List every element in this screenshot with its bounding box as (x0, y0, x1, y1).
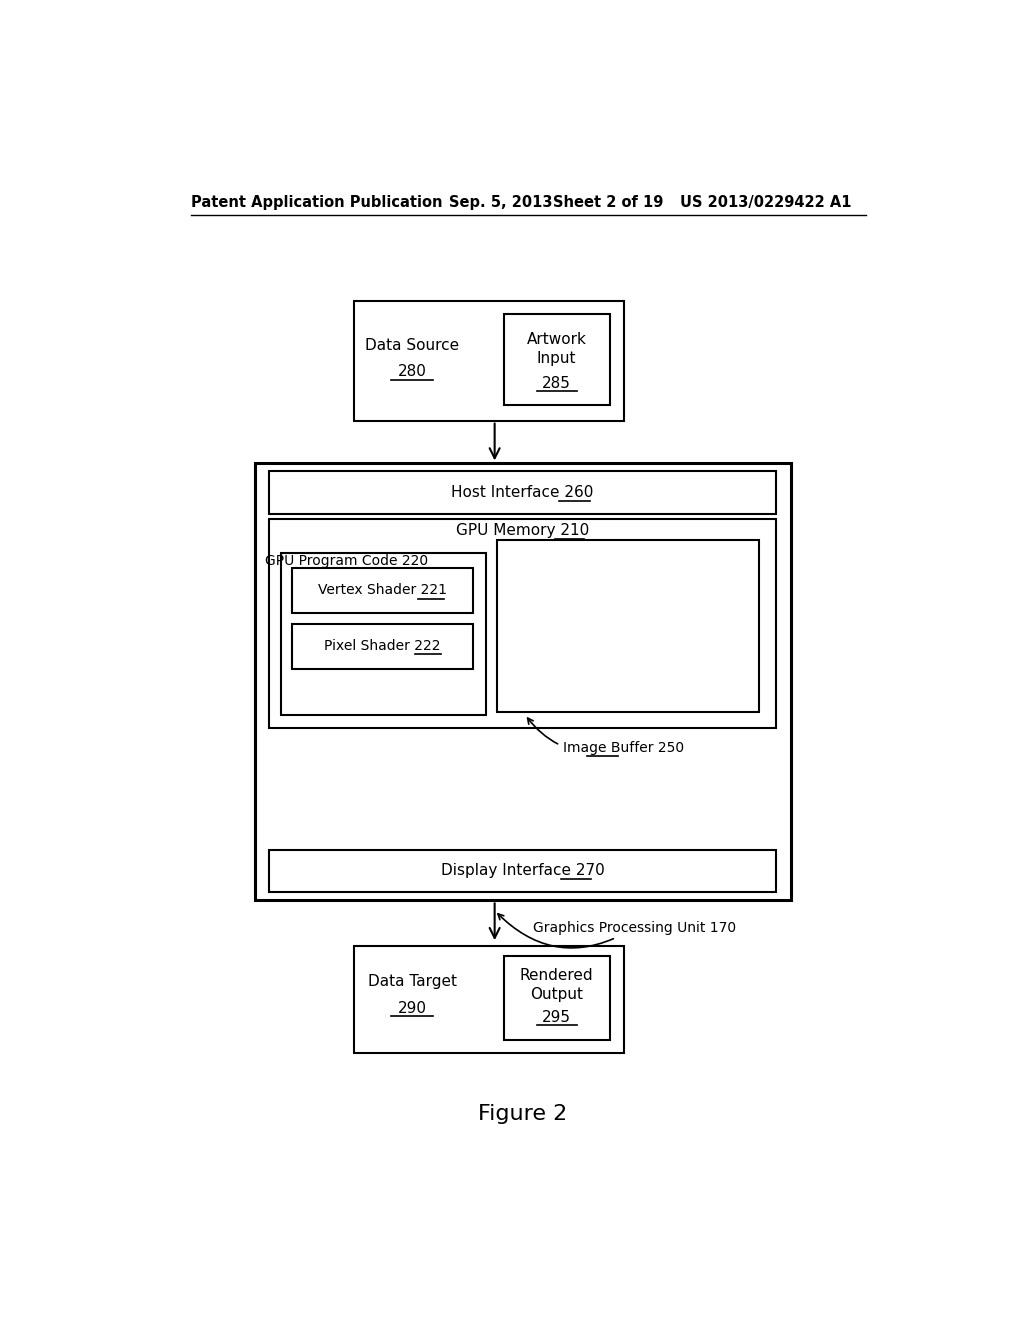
Text: Graphics Processing Unit 170: Graphics Processing Unit 170 (498, 913, 736, 948)
Bar (354, 301, 624, 421)
Text: Output: Output (530, 987, 583, 1002)
Text: Image Buffer 250: Image Buffer 250 (527, 718, 684, 755)
Text: Host Interface 260: Host Interface 260 (452, 486, 594, 500)
Text: GPU Program Code 220: GPU Program Code 220 (264, 554, 428, 568)
Bar (255, 463, 791, 900)
Bar (282, 553, 486, 715)
Bar (269, 519, 775, 727)
Text: Sheet 2 of 19: Sheet 2 of 19 (553, 194, 663, 210)
Bar (292, 624, 473, 669)
Text: Pixel Shader 222: Pixel Shader 222 (325, 639, 441, 653)
Text: 285: 285 (542, 375, 571, 391)
Bar (269, 471, 775, 515)
Text: Artwork: Artwork (526, 331, 587, 347)
Text: Data Source: Data Source (365, 338, 459, 352)
Text: Data Target: Data Target (368, 974, 457, 989)
Text: 295: 295 (542, 1010, 571, 1024)
Text: Sep. 5, 2013: Sep. 5, 2013 (450, 194, 553, 210)
Text: Display Interface 270: Display Interface 270 (440, 863, 604, 878)
Text: Rendered: Rendered (520, 968, 593, 983)
Bar (504, 956, 609, 1040)
Bar (497, 540, 759, 713)
Text: GPU Memory 210: GPU Memory 210 (456, 523, 589, 539)
Bar (354, 946, 624, 1053)
Bar (504, 314, 609, 405)
Text: Patent Application Publication: Patent Application Publication (191, 194, 443, 210)
Text: US 2013/0229422 A1: US 2013/0229422 A1 (680, 194, 851, 210)
Bar (269, 850, 775, 892)
Bar (292, 568, 473, 612)
Text: 290: 290 (397, 1001, 427, 1015)
Text: Input: Input (537, 351, 577, 366)
Text: Vertex Shader 221: Vertex Shader 221 (318, 583, 447, 598)
Text: 280: 280 (397, 364, 427, 379)
Text: Figure 2: Figure 2 (478, 1104, 567, 1123)
